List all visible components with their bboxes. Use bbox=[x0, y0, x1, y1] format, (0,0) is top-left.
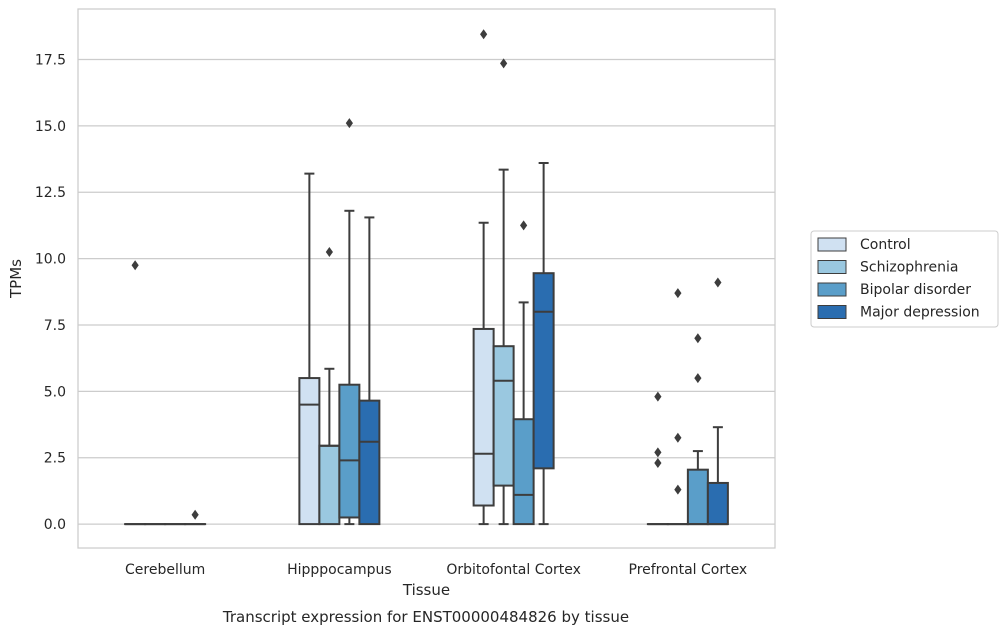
box-control bbox=[472, 29, 495, 526]
box-layer bbox=[124, 29, 729, 526]
outlier-point bbox=[674, 432, 682, 443]
box-body bbox=[532, 272, 555, 470]
legend-swatch bbox=[817, 282, 847, 297]
outlier-point bbox=[131, 260, 139, 271]
box-body bbox=[492, 345, 515, 487]
legend-label: Major depression bbox=[860, 305, 980, 321]
box-body bbox=[686, 468, 709, 526]
outlier-point bbox=[674, 484, 682, 495]
chart-caption: Transcript expression for ENST0000048482… bbox=[222, 608, 629, 626]
box-bipolar-disorder bbox=[686, 333, 709, 526]
box-schizophrenia bbox=[318, 246, 341, 526]
x-tick-label: Hipppocampus bbox=[287, 562, 392, 578]
x-tick-label: Prefrontal Cortex bbox=[629, 562, 748, 578]
legend-swatch bbox=[817, 237, 847, 252]
x-tick-label: Orbitofontal Cortex bbox=[446, 562, 581, 578]
box-major-depression bbox=[184, 509, 207, 526]
plot-frame bbox=[77, 8, 776, 549]
y-tick-label: 15.0 bbox=[35, 119, 66, 135]
legend-swatch bbox=[817, 260, 847, 274]
box-schizophrenia bbox=[666, 288, 689, 526]
box-body bbox=[512, 418, 535, 526]
outlier-point bbox=[654, 458, 662, 469]
outlier-point bbox=[714, 277, 722, 288]
box-control bbox=[124, 260, 147, 526]
box-major-depression bbox=[706, 277, 729, 526]
box-body bbox=[318, 444, 341, 526]
y-tick-label: 5.0 bbox=[44, 384, 66, 400]
box-major-depression bbox=[532, 162, 555, 526]
y-tick-label: 0.0 bbox=[44, 517, 66, 533]
outlier-point bbox=[480, 29, 488, 40]
y-tick-labels: 0.0 2.5 5.0 7.5 10.0 12.5 15.0 17.5 bbox=[35, 52, 66, 533]
legend-label: Schizophrenia bbox=[860, 260, 958, 276]
box-body bbox=[338, 383, 361, 519]
outlier-point bbox=[325, 246, 333, 257]
outlier-point bbox=[520, 220, 528, 231]
outlier-point bbox=[694, 333, 702, 344]
legend-frame bbox=[810, 230, 999, 328]
box-bipolar-disorder bbox=[512, 220, 535, 526]
x-axis-label: Tissue bbox=[402, 581, 450, 599]
y-axis-label: TPMs bbox=[7, 259, 25, 299]
y-tick-label: 12.5 bbox=[35, 185, 66, 201]
legend-label: Bipolar disorder bbox=[860, 282, 971, 298]
box-body bbox=[298, 377, 321, 526]
outlier-point bbox=[500, 58, 508, 69]
box-control bbox=[298, 172, 321, 526]
box-body bbox=[358, 399, 381, 526]
y-tick-label: 17.5 bbox=[35, 52, 66, 68]
box-body bbox=[472, 327, 495, 507]
box-body bbox=[706, 481, 729, 526]
box-schizophrenia bbox=[492, 58, 515, 526]
legend: Control Schizophrenia Bipolar disorder Majo… bbox=[810, 230, 999, 328]
outlier-point bbox=[345, 118, 353, 129]
box-control bbox=[646, 391, 669, 526]
y-tick-label: 2.5 bbox=[44, 451, 66, 467]
legend-swatch bbox=[817, 305, 847, 319]
y-tick-label: 7.5 bbox=[44, 318, 66, 334]
x-tick-label: Cerebellum bbox=[125, 562, 205, 578]
y-tick-label: 10.0 bbox=[35, 252, 66, 268]
outlier-point bbox=[674, 288, 682, 299]
outlier-point bbox=[654, 447, 662, 458]
box-bipolar-disorder bbox=[338, 118, 361, 526]
legend-label: Control bbox=[860, 237, 911, 253]
outlier-point bbox=[191, 509, 199, 520]
grid-layer bbox=[78, 58, 775, 525]
x-tick-labels: Cerebellum Hipppocampus Orbitofontal Corte… bbox=[125, 562, 747, 578]
outlier-point bbox=[694, 373, 702, 384]
box-major-depression bbox=[358, 216, 381, 526]
outlier-point bbox=[654, 391, 662, 402]
